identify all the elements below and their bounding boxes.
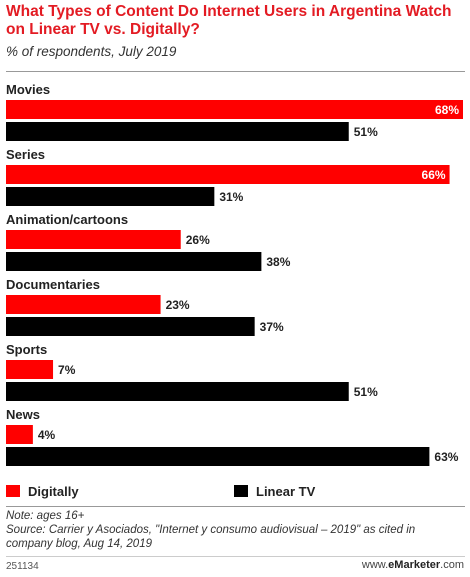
chart-subtitle: % of respondents, July 2019	[6, 44, 177, 59]
category-label-sports: Sports	[6, 342, 47, 357]
note-text: Note: ages 16+	[6, 510, 85, 522]
bar-digitally-sports	[6, 360, 54, 379]
brand-suffix: .com	[440, 559, 464, 571]
data-label-digitally-animation-cartoons: 26%	[186, 233, 210, 247]
bar-digitally-movies	[6, 100, 463, 119]
data-label-digitally-series: 66%	[422, 168, 446, 182]
category-label-series: Series	[6, 147, 45, 162]
chart-title: What Types of Content Do Internet Users …	[6, 3, 452, 38]
category-label-news: News	[6, 407, 40, 422]
bar-chart: Movies 68% 51% Series 66% 31% Animation/cartoo…	[6, 82, 463, 466]
legend-swatch-linear-tv	[234, 485, 248, 497]
legend-linear-tv: Linear TV	[234, 483, 316, 499]
data-label-linear-tv-documentaries: 37%	[260, 320, 284, 334]
bar-digitally-animation-cartoons	[6, 230, 181, 249]
bottom-divider	[6, 506, 465, 507]
data-label-linear-tv-news: 63%	[434, 450, 458, 464]
bar-digitally-documentaries	[6, 295, 161, 314]
legend-label-digitally: Digitally	[28, 483, 79, 499]
bar-linear-tv-news	[6, 447, 430, 466]
top-divider	[6, 71, 465, 72]
data-label-digitally-movies: 68%	[435, 103, 459, 117]
bar-linear-tv-documentaries	[6, 317, 255, 336]
bar-digitally-series	[6, 165, 450, 184]
brand-name: eMarketer	[388, 559, 441, 571]
chart-notes: Note: ages 16+ Source: Carrier y Asociad…	[6, 509, 461, 551]
brand-link[interactable]: www.eMarketer.com	[362, 559, 464, 571]
data-label-digitally-sports: 7%	[58, 363, 76, 377]
data-label-digitally-documentaries: 23%	[166, 298, 190, 312]
data-label-linear-tv-sports: 51%	[354, 385, 378, 399]
bar-linear-tv-sports	[6, 382, 349, 401]
footer-divider	[6, 556, 465, 557]
data-label-linear-tv-animation-cartoons: 38%	[266, 255, 290, 269]
legend-label-linear-tv: Linear TV	[256, 483, 316, 499]
source-text: Source: Carrier y Asociados, "Internet y…	[6, 524, 416, 550]
brand-prefix: www.	[361, 559, 389, 571]
category-label-movies: Movies	[6, 82, 50, 97]
data-label-digitally-news: 4%	[38, 428, 56, 442]
legend-swatch-digitally	[6, 485, 20, 497]
data-label-linear-tv-series: 31%	[219, 190, 243, 204]
bar-linear-tv-animation-cartoons	[6, 252, 262, 271]
category-label-animation-cartoons: Animation/cartoons	[6, 212, 128, 227]
data-label-linear-tv-movies: 51%	[354, 125, 378, 139]
category-label-documentaries: Documentaries	[6, 277, 100, 292]
bar-linear-tv-series	[6, 187, 215, 206]
legend-digitally: Digitally	[6, 483, 79, 499]
bar-linear-tv-movies	[6, 122, 349, 141]
chart-id: 251134	[6, 561, 39, 572]
bar-digitally-news	[6, 425, 33, 444]
